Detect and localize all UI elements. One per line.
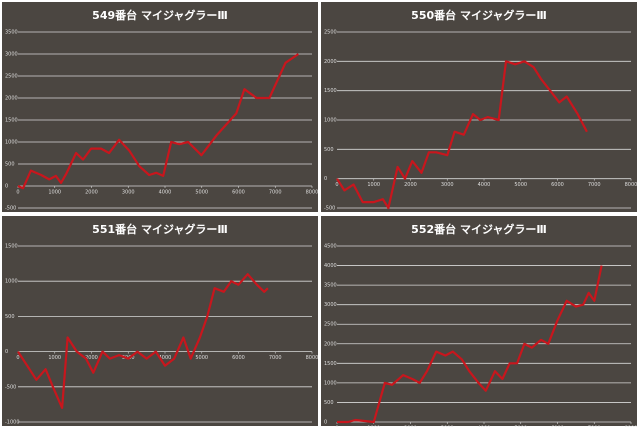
x-tick-label: 1000 xyxy=(48,355,61,361)
x-tick-label: 3000 xyxy=(122,190,135,196)
y-tick-label: 1500 xyxy=(5,244,18,250)
x-tick-label: 5000 xyxy=(514,182,527,188)
x-tick-label: 2000 xyxy=(404,182,417,188)
data-line xyxy=(336,60,588,210)
x-tick-label: 5000 xyxy=(195,190,208,196)
x-tick-label: 7000 xyxy=(269,190,282,196)
y-tick-label: 3500 xyxy=(324,283,337,289)
y-tick-label: 4500 xyxy=(324,244,337,250)
x-tick-label: 1000 xyxy=(48,190,61,196)
y-tick-label: 2500 xyxy=(324,322,337,328)
x-tick-label: 4000 xyxy=(478,182,491,188)
y-tick-label: 500 xyxy=(5,162,15,168)
y-tick-label: 500 xyxy=(324,147,334,153)
x-tick-label: 0 xyxy=(16,355,19,361)
y-tick-label: 0 xyxy=(324,176,327,182)
y-tick-label: 1000 xyxy=(324,118,337,124)
chart-panel: 549番台 マイジャグラーⅢ -500 0 500 1000 1500 2000 2500 30… xyxy=(2,2,318,212)
x-tick-label: 2000 xyxy=(85,355,98,361)
y-tick-label: 1000 xyxy=(5,140,18,146)
x-tick-label: 7000 xyxy=(588,182,601,188)
y-tick-label: -500 xyxy=(5,206,16,212)
y-tick-label: 500 xyxy=(324,400,334,406)
panel-bg xyxy=(321,2,637,212)
x-tick-label: 7000 xyxy=(269,355,282,361)
x-tick-label: 6000 xyxy=(551,182,564,188)
data-line xyxy=(17,53,300,190)
y-tick-label: 2000 xyxy=(324,59,337,65)
data-line xyxy=(17,273,269,409)
y-tick-label: 3000 xyxy=(324,302,337,308)
chart-panel: 550番台 マイジャグラーⅢ -500 0 500 1000 1500 2000 2500 0 1… xyxy=(321,2,637,212)
y-tick-label: 2500 xyxy=(324,30,337,36)
x-tick-label: 8000 xyxy=(306,355,319,361)
y-tick-label: 3500 xyxy=(5,30,18,36)
x-tick-label: 6000 xyxy=(232,355,245,361)
data-line xyxy=(337,265,603,424)
y-tick-label: 0 xyxy=(5,349,8,355)
y-tick-label: 2500 xyxy=(5,74,18,80)
x-tick-label: 0 xyxy=(335,182,338,188)
x-tick-label: 4000 xyxy=(159,355,172,361)
panel-bg xyxy=(2,216,318,426)
y-tick-label: 1500 xyxy=(5,118,18,124)
x-tick-label: 5000 xyxy=(195,355,208,361)
y-tick-label: 500 xyxy=(5,314,15,320)
y-tick-label: 1500 xyxy=(324,361,337,367)
y-tick-label: 0 xyxy=(324,420,327,426)
x-tick-label: 4000 xyxy=(159,190,172,196)
x-tick-label: 2000 xyxy=(85,190,98,196)
y-tick-label: 2000 xyxy=(324,341,337,347)
y-tick-label: 2000 xyxy=(5,96,18,102)
chart-panel: 551番台 マイジャグラーⅢ -1000 -500 0 500 1000 1500 0 1000… xyxy=(2,216,318,426)
x-tick-label: 8000 xyxy=(625,182,638,188)
x-tick-label: 3000 xyxy=(441,182,454,188)
y-tick-label: -1000 xyxy=(5,420,20,426)
y-tick-label: 0 xyxy=(5,184,8,190)
panel-bg xyxy=(321,216,637,426)
chart-title: 552番台 マイジャグラーⅢ xyxy=(411,222,547,236)
x-tick-label: 0 xyxy=(16,190,19,196)
panel-bg xyxy=(2,2,318,212)
y-tick-label: -500 xyxy=(5,384,16,390)
y-tick-label: 4000 xyxy=(324,263,337,269)
y-tick-label: -500 xyxy=(324,206,335,212)
chart-panel: 552番台 マイジャグラーⅢ 0 500 1000 1500 2000 2500 3000 35… xyxy=(321,216,637,431)
x-tick-label: 1000 xyxy=(367,182,380,188)
x-tick-label: 8000 xyxy=(306,190,319,196)
chart-title: 549番台 マイジャグラーⅢ xyxy=(92,8,228,22)
x-tick-label: 6000 xyxy=(232,190,245,196)
y-tick-label: 1500 xyxy=(324,88,337,94)
y-tick-label: 1000 xyxy=(5,279,18,285)
y-tick-label: 3000 xyxy=(5,52,18,58)
chart-title: 551番台 マイジャグラーⅢ xyxy=(92,222,228,236)
y-tick-label: 1000 xyxy=(324,380,337,386)
chart-title: 550番台 マイジャグラーⅢ xyxy=(411,8,547,22)
